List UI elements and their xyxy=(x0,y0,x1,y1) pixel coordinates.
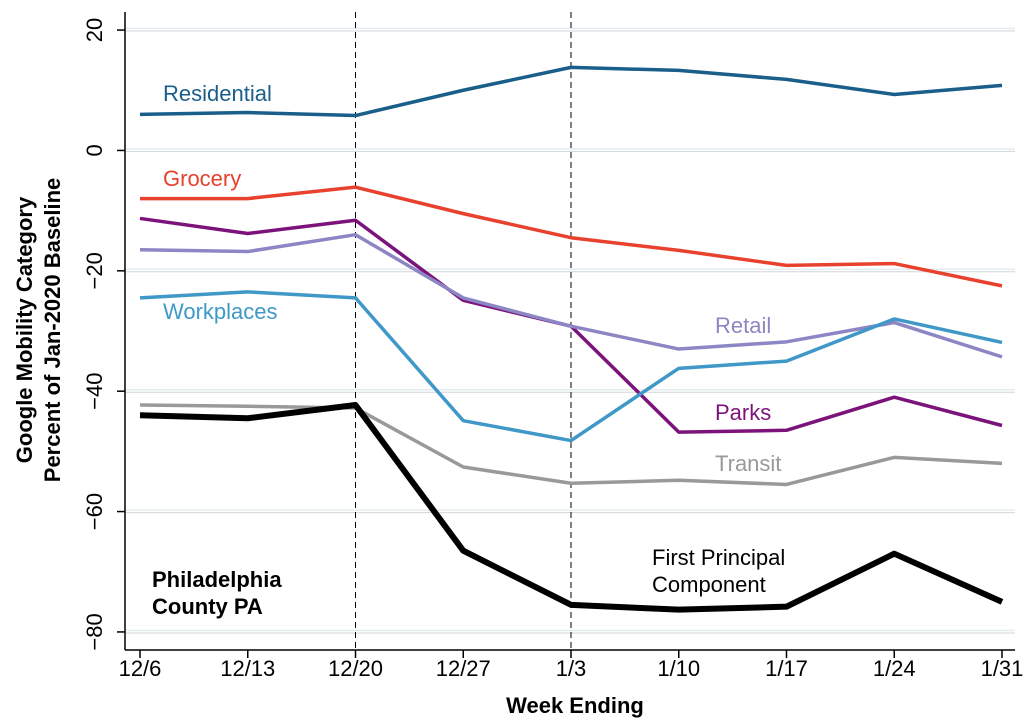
series-label: Grocery xyxy=(163,166,241,191)
series-label: First Principal Component xyxy=(652,545,786,597)
y-tick-label: −20 xyxy=(82,252,107,289)
x-tick-label: 12/20 xyxy=(328,656,383,681)
annotation: Philadelphia County PA xyxy=(152,567,282,619)
x-tick-label: 1/3 xyxy=(556,656,587,681)
line-series xyxy=(139,65,1003,118)
line-series xyxy=(139,290,1003,443)
x-tick-label: 12/13 xyxy=(220,656,275,681)
line-series xyxy=(139,403,1003,487)
series-label: Parks xyxy=(715,400,771,425)
x-tick-label: 1/24 xyxy=(873,656,916,681)
x-tick-label: 1/10 xyxy=(657,656,700,681)
y-axis-label: Percent of Jan-2020 Baseline xyxy=(40,178,65,482)
x-tick-label: 12/6 xyxy=(119,656,162,681)
y-tick-label: −60 xyxy=(82,493,107,530)
series-label: Transit xyxy=(715,451,781,476)
y-tick-label: −40 xyxy=(82,373,107,410)
x-tick-label: 1/17 xyxy=(765,656,808,681)
y-tick-label: 0 xyxy=(82,144,107,156)
line-series xyxy=(140,185,1003,288)
series-label: Workplaces xyxy=(163,299,278,324)
x-tick-label: 1/31 xyxy=(981,656,1024,681)
x-axis-label: Week Ending xyxy=(506,693,644,718)
y-tick-label: 20 xyxy=(82,18,107,42)
line-series xyxy=(139,232,1003,359)
x-tick-label: 12/27 xyxy=(436,656,491,681)
y-tick-label: −80 xyxy=(82,613,107,650)
series-label: Retail xyxy=(715,313,771,338)
line-series xyxy=(139,402,1004,613)
y-axis-label: Google Mobility Category xyxy=(12,196,37,463)
series-label: Residential xyxy=(163,81,272,106)
